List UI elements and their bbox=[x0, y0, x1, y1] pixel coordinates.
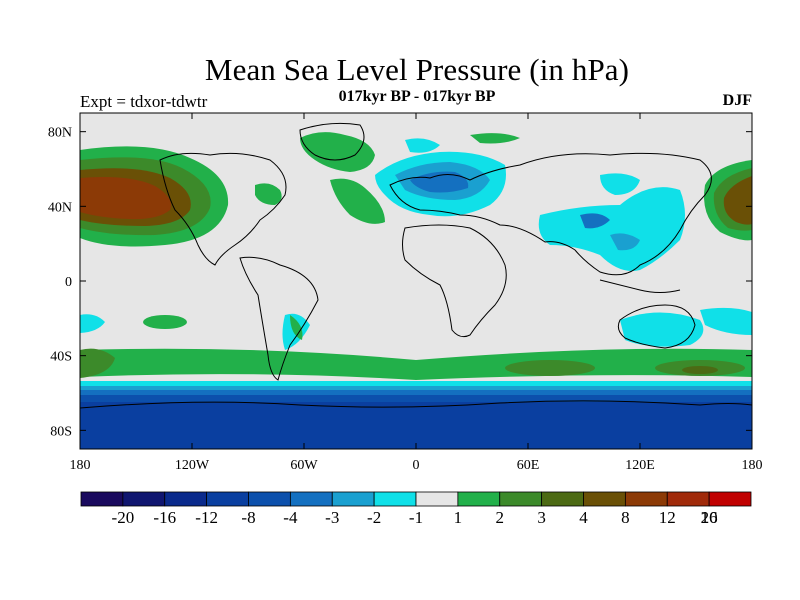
colorbar-label: -12 bbox=[195, 508, 218, 527]
x-tick-label: 60E bbox=[517, 458, 540, 473]
colorbar-label: -3 bbox=[325, 508, 339, 527]
colorbar-swatch bbox=[122, 491, 166, 507]
coastlines bbox=[80, 122, 752, 409]
s-indian-high bbox=[505, 360, 595, 376]
colorbar-swatch bbox=[457, 491, 501, 507]
n-pacific-high-core bbox=[80, 177, 171, 220]
experiment-label: Expt = tdxor-tdwtr bbox=[80, 92, 208, 111]
season-label: DJF bbox=[722, 92, 752, 109]
colorbar-label: -16 bbox=[153, 508, 176, 527]
colorbar-swatch bbox=[583, 491, 626, 507]
greenland-high bbox=[300, 132, 375, 172]
pressure-field bbox=[80, 113, 752, 449]
colorbar-label: -20 bbox=[112, 508, 135, 527]
x-tick-label: 0 bbox=[413, 458, 420, 473]
colorbar-label: 12 bbox=[659, 508, 676, 527]
colorbar-label: -1 bbox=[409, 508, 423, 527]
y-tick-label: 40S bbox=[50, 350, 72, 365]
colorbar-swatch bbox=[206, 491, 249, 507]
colorbar-swatch bbox=[415, 491, 459, 507]
colorbar-label: -8 bbox=[241, 508, 255, 527]
colorbar-swatch bbox=[499, 491, 543, 507]
colorbar-swatch bbox=[373, 491, 417, 507]
map-subtitle: 017kyr BP - 017kyr BP bbox=[338, 88, 496, 105]
x-tick-label: 180 bbox=[742, 458, 763, 473]
colorbar-swatch bbox=[80, 491, 124, 507]
colorbar-label: 8 bbox=[621, 508, 630, 527]
s-pacific-small-high bbox=[143, 315, 187, 329]
colorbar-swatch bbox=[331, 491, 375, 507]
x-tick-label: 180 bbox=[70, 458, 91, 473]
y-tick-label: 0 bbox=[65, 275, 72, 290]
greenland-coast bbox=[299, 122, 365, 161]
n-atlantic-high bbox=[330, 178, 385, 224]
maritime-continent bbox=[599, 279, 681, 293]
colorbar-swatch bbox=[624, 491, 668, 507]
asia-low-core bbox=[580, 213, 610, 229]
asia-low-outer bbox=[538, 187, 685, 271]
colorbar-swatch bbox=[289, 491, 333, 507]
colorbar-label: 20 bbox=[701, 508, 718, 527]
siberia-low bbox=[600, 173, 640, 195]
x-tick-label: 120E bbox=[625, 458, 655, 473]
w-atlantic-high bbox=[255, 183, 282, 205]
antarctica-coast bbox=[80, 400, 752, 409]
axis-ticks: 180 120W 60W 0 60E 120E 180 80N 40N 0 40S 80S bbox=[48, 113, 763, 473]
china-low bbox=[610, 233, 640, 251]
australia-low bbox=[620, 312, 704, 347]
x-tick-label: 60W bbox=[290, 458, 318, 473]
australia-coast bbox=[617, 304, 696, 349]
colorbar-label: 3 bbox=[537, 508, 546, 527]
arctic-high bbox=[470, 133, 520, 144]
eurasia-coast bbox=[389, 152, 712, 276]
arctic-low bbox=[405, 138, 440, 153]
antarctic-band bbox=[80, 402, 752, 449]
colorbar-swatch bbox=[248, 491, 291, 507]
colorbar-swatch bbox=[666, 491, 710, 507]
colorbar-swatch bbox=[541, 491, 584, 507]
argentina-high bbox=[290, 315, 303, 340]
tasman-low bbox=[700, 307, 752, 335]
south-america-coast bbox=[239, 256, 319, 381]
europe-low-core bbox=[410, 171, 469, 193]
se-pacific-low bbox=[80, 314, 105, 333]
y-tick-label: 40N bbox=[48, 200, 72, 215]
colorbar-swatch bbox=[708, 491, 752, 507]
map-title: Mean Sea Level Pressure (in hPa) bbox=[204, 52, 630, 87]
x-tick-label: 120W bbox=[175, 458, 210, 473]
africa-coast bbox=[402, 224, 507, 338]
colorbar-label: 4 bbox=[579, 508, 588, 527]
y-tick-label: 80N bbox=[48, 126, 72, 141]
s-pacific-core bbox=[682, 366, 718, 374]
colorbar-label: -2 bbox=[367, 508, 381, 527]
n-pacific-high-east-3 bbox=[723, 176, 752, 225]
north-america-coast bbox=[159, 152, 287, 266]
y-tick-label: 80S bbox=[50, 424, 72, 439]
colorbar-label: -4 bbox=[283, 508, 298, 527]
colorbar-swatch bbox=[164, 491, 208, 507]
colorbar-label: 2 bbox=[496, 508, 505, 527]
colorbar-label: 16 bbox=[701, 508, 718, 527]
colorbar-label: 1 bbox=[454, 508, 463, 527]
sw-high bbox=[80, 348, 115, 378]
